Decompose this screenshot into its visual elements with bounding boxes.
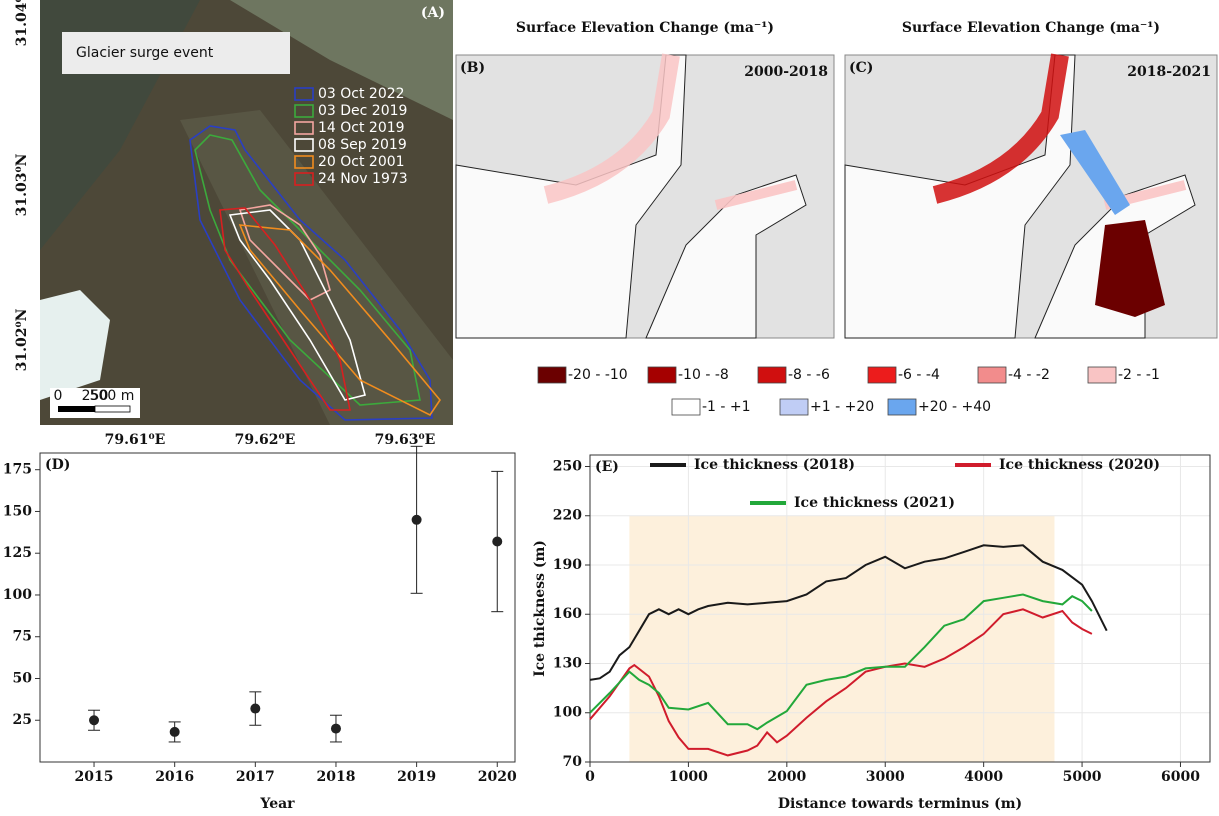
legend-label: -1 - +1	[702, 399, 751, 415]
legend-label: +20 - +40	[918, 399, 991, 415]
x-tick-label: 2018	[316, 769, 355, 785]
panel-label: (A)	[421, 5, 445, 21]
x-tick-label: 3000	[866, 769, 905, 785]
data-point	[170, 727, 180, 737]
legend-swatch	[780, 399, 808, 415]
legend-swatch	[888, 399, 916, 415]
y-tick-label: 150	[3, 503, 32, 519]
y-axis-label: Ice thickness (m)	[532, 540, 548, 677]
lon-label: 79.61⁰E	[105, 432, 166, 448]
legend-label: +1 - +20	[810, 399, 874, 415]
legend-label: -8 - -6	[788, 367, 830, 383]
x-tick-label: 2015	[75, 769, 114, 785]
lon-label: 79.63⁰E	[375, 432, 436, 448]
x-tick-label: 2017	[236, 769, 275, 785]
panel-title: Surface Elevation Change (ma⁻¹)	[516, 20, 774, 36]
x-tick-label: 2000	[767, 769, 806, 785]
legend-label: -4 - -2	[1008, 367, 1050, 383]
lat-label: 31.03⁰N	[14, 153, 30, 216]
plot-frame	[40, 453, 515, 762]
legend-label: -2 - -1	[1118, 367, 1160, 383]
figure: Glacier surge event (A) 03 Oct 202203 Dec …	[0, 0, 1219, 816]
legend-label: 08 Sep 2019	[318, 137, 407, 153]
data-point	[89, 715, 99, 725]
panel-label: (B)	[460, 60, 485, 76]
y-tick-label: 190	[553, 557, 582, 573]
highlight-region	[629, 516, 1054, 762]
legend-label: Ice thickness (2021)	[794, 495, 955, 511]
scale-bar-black	[58, 406, 95, 412]
panel-label: (D)	[45, 457, 70, 473]
legend-label: Ice thickness (2020)	[999, 457, 1160, 473]
legend-label: Ice thickness (2018)	[694, 457, 855, 473]
period-label: 2018-2021	[1127, 64, 1211, 80]
lat-label: 31.02⁰N	[14, 308, 30, 371]
legend-swatch	[978, 367, 1006, 383]
legend-label: -20 - -10	[568, 367, 628, 383]
legend-label: 20 Oct 2001	[318, 154, 405, 170]
panel-label: (C)	[849, 60, 873, 76]
legend-swatch	[758, 367, 786, 383]
legend-swatch	[672, 399, 700, 415]
lat-label: 31.04⁰N	[14, 0, 30, 46]
legend-label: 14 Oct 2019	[318, 120, 405, 136]
period-label: 2000-2018	[744, 64, 828, 80]
y-tick-label: 70	[563, 754, 583, 770]
x-axis-label: Distance towards terminus (m)	[778, 796, 1022, 812]
scale-label: 0	[54, 388, 63, 404]
legend-label: -10 - -8	[678, 367, 729, 383]
map-title: Glacier surge event	[76, 45, 214, 61]
y-tick-label: 220	[553, 508, 582, 524]
data-point	[331, 724, 341, 734]
lon-label: 79.62⁰E	[235, 432, 296, 448]
legend-swatch	[648, 367, 676, 383]
y-tick-label: 100	[553, 705, 582, 721]
data-point	[250, 704, 260, 714]
data-point	[492, 537, 502, 547]
x-tick-label: 4000	[964, 769, 1003, 785]
panel-title: Surface Elevation Change (ma⁻¹)	[902, 20, 1160, 36]
y-tick-label: 250	[553, 458, 582, 474]
x-tick-label: 5000	[1063, 769, 1102, 785]
legend-swatch	[1088, 367, 1116, 383]
x-tick-label: 2016	[155, 769, 194, 785]
scale-label: 500 m	[90, 388, 135, 404]
x-tick-label: 2020	[478, 769, 517, 785]
y-tick-label: 175	[3, 462, 32, 478]
y-tick-label: 100	[3, 587, 32, 603]
y-tick-label: 50	[13, 670, 33, 686]
data-point	[412, 515, 422, 525]
x-axis-label: Year	[259, 796, 295, 812]
legend-label: -6 - -4	[898, 367, 940, 383]
legend-label: 24 Nov 1973	[318, 171, 408, 187]
y-tick-label: 125	[3, 545, 32, 561]
y-tick-label: 130	[553, 655, 582, 671]
x-tick-label: 1000	[669, 769, 708, 785]
panel-label: (E)	[595, 459, 619, 475]
x-tick-label: 2019	[397, 769, 436, 785]
legend-label: 03 Oct 2022	[318, 86, 405, 102]
legend-swatch	[868, 367, 896, 383]
y-tick-label: 25	[13, 712, 32, 728]
y-tick-label: 160	[553, 606, 582, 622]
x-tick-label: 6000	[1161, 769, 1200, 785]
y-tick-label: 75	[13, 629, 32, 645]
legend-swatch	[538, 367, 566, 383]
legend-label: 03 Dec 2019	[318, 103, 407, 119]
x-tick-label: 0	[585, 769, 595, 785]
scale-bar-white	[95, 406, 130, 412]
